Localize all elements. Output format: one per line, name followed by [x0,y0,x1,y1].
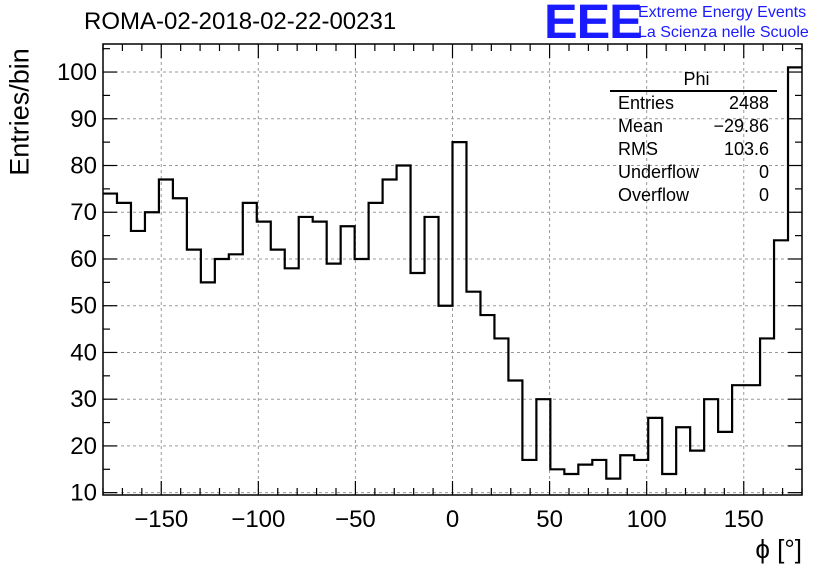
histogram-bin [592,460,606,495]
logo-caption-line2: La Scienza nelle Scuole [638,24,809,41]
histogram-bin [159,180,173,495]
stats-value: 103.6 [723,139,769,159]
histogram-bin [131,231,145,495]
x-tick-label: 0 [446,506,459,533]
histogram-bin [327,264,341,495]
histogram-bin [355,259,369,495]
y-tick-label: 100 [57,59,97,86]
stats-value: 2488 [728,93,769,113]
histogram-bin [425,217,439,495]
stats-label: Mean [618,116,664,136]
histogram-bin [229,254,243,495]
histogram-bin [453,142,467,495]
x-axis-label: ϕ [°] [755,534,802,564]
histogram-bin [145,212,159,495]
y-tick-label: 30 [70,386,97,413]
histogram-bin [508,380,522,495]
histogram-bin [173,198,187,495]
x-tick-label: 50 [536,506,563,533]
histogram-bin [704,399,718,495]
histogram-bin [201,282,215,495]
stats-box: Phi Entries 2488 Mean −29.86 RMS 103.6 Underfl… [610,68,777,207]
histogram-bin [411,273,425,495]
stats-row: RMS 103.6 [610,138,777,161]
stats-row: Underflow 0 [610,161,777,184]
stats-label: RMS [618,139,658,159]
y-tick-label: 20 [70,433,97,460]
histogram-bin [480,315,494,495]
histogram-bin [494,338,508,495]
histogram-bin [299,217,313,495]
histogram-outline [103,66,802,480]
histogram-bin [369,203,383,495]
stats-label: Overflow [618,185,690,205]
histogram-bin [313,222,327,495]
histogram-bin [103,194,117,495]
histogram-bin [676,427,690,495]
y-tick-label: 70 [70,199,97,226]
stats-value: 0 [758,162,769,182]
histogram-bin [187,250,201,495]
stats-value: −29.86 [713,116,769,136]
y-tick-label: 60 [70,246,97,273]
x-tick-label: −50 [335,506,376,533]
histogram-bin [648,418,662,495]
histogram-bin [383,180,397,495]
logo-caption-line1: Extreme Energy Events [638,4,807,21]
histogram-bin [243,203,257,495]
stats-row: Overflow 0 [610,184,777,207]
histogram-bin [285,268,299,495]
x-tick-label: 100 [627,506,667,533]
histogram-bin [746,385,760,495]
y-tick-label: 10 [70,480,97,507]
histogram-bin [760,338,774,495]
eee-logo: EEE [544,0,643,49]
histogram-bin [397,166,411,495]
histogram-bin [522,460,536,495]
histogram-bin [732,385,746,495]
stats-value: 0 [758,185,769,205]
histogram-bin [690,451,704,495]
y-tick-label: 90 [70,106,97,133]
page-title: ROMA-02-2018-02-22-00231 [84,8,397,35]
y-tick-label: 80 [70,153,97,180]
histogram-bin [564,474,578,495]
x-tick-label: −100 [231,506,285,533]
stats-label: Underflow [618,162,700,182]
histogram-bin [788,67,802,495]
x-tick-label: 150 [724,506,764,533]
histogram-bin [117,203,131,495]
histogram-bin [466,292,480,495]
stats-row: Mean −29.86 [610,115,777,138]
histogram-bin [257,222,271,495]
histogram-bin [578,465,592,495]
histogram-bin [439,306,453,495]
logo-caption: Extreme Energy Events La Scienza nelle S… [638,3,809,43]
histogram-bin [536,399,550,495]
histogram-bin [662,474,676,495]
stats-label: Entries [618,93,675,113]
histogram-bin [215,259,229,495]
histogram-bin [341,226,355,495]
histogram-bin [550,469,564,495]
stats-title: Phi [610,68,777,92]
histogram-bin [774,240,788,495]
histogram-bin [718,432,732,495]
histogram-bin [271,250,285,495]
stats-row: Entries 2488 [610,92,777,115]
y-tick-label: 40 [70,339,97,366]
y-tick-label: 50 [70,293,97,320]
x-tick-label: −150 [134,506,188,533]
